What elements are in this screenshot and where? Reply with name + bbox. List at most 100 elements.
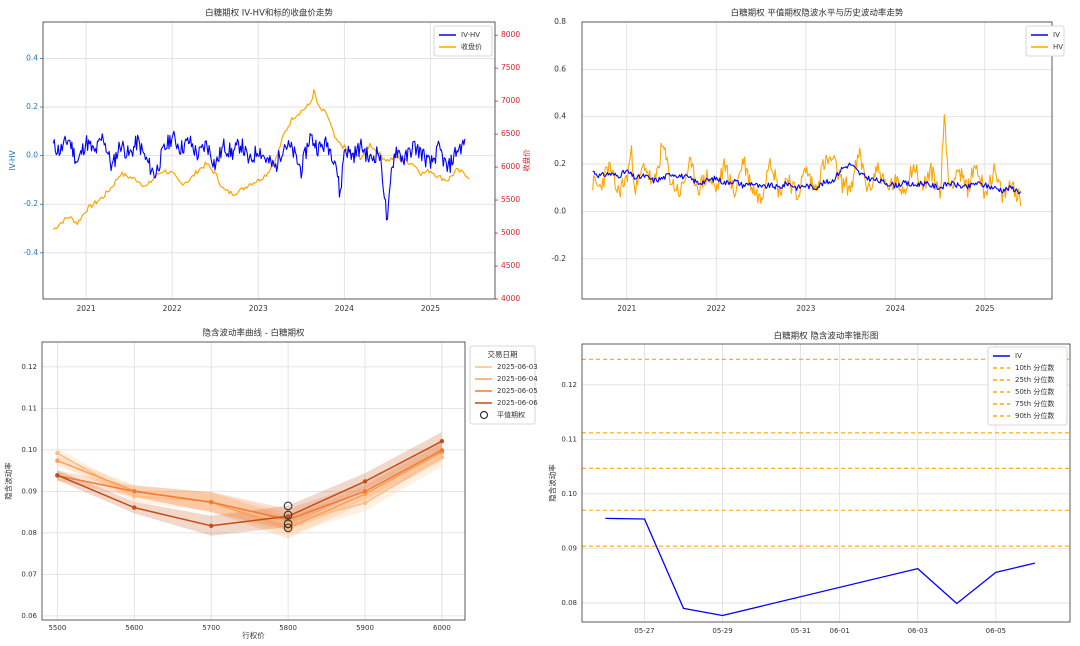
p1-y2tick-label: 5500 (501, 195, 520, 204)
p1-y2tick-label: 5000 (501, 228, 520, 237)
p3-point (55, 472, 60, 478)
p3-xtick-label: 5800 (279, 624, 297, 632)
p2-ytick-label: 0.8 (554, 17, 566, 26)
p2-frame (581, 21, 1053, 300)
p2-series-hv (592, 114, 1022, 206)
p3-series-2025-06-06 (57, 440, 443, 527)
p4-ylabel: 隐含波动率 (547, 464, 557, 502)
p3-point (362, 500, 368, 506)
p3-ytick-label: 0.07 (21, 570, 37, 578)
p4-xtick-label: 05-29 (712, 627, 732, 635)
p3-ytick-label: 0.08 (21, 529, 37, 537)
legend-label-p1-0: IV-HV (461, 31, 480, 39)
legend-label-p3-1: 2025-06-04 (497, 375, 538, 383)
p1-ylabel: IV-HV (8, 149, 17, 170)
p3-atm-marker (283, 510, 293, 520)
legend-label-p2-0: IV (1053, 31, 1060, 39)
legend-label-p3-3: 2025-06-06 (497, 399, 538, 407)
p4-xtick-label: 06-05 (986, 627, 1006, 635)
legend-marker-p3-atm (479, 410, 489, 420)
p3-atm-marker (283, 523, 293, 533)
legend-label-p4-pct-0: 10th 分位数 (1015, 363, 1054, 372)
legend-label-p1-1: 收盘价 (461, 42, 482, 51)
p3-point (362, 479, 368, 484)
p1-title: 白糖期权 IV-HV和标的收盘价走势 (205, 8, 333, 19)
p1-frame (42, 21, 496, 300)
p2-xtick-label: 2021 (617, 304, 636, 313)
p3-point (132, 489, 137, 494)
p1-series-close (52, 89, 470, 231)
p1-xtick-label: 2022 (163, 304, 182, 313)
p3-point (439, 438, 445, 444)
p1-series-ivhv (52, 130, 466, 221)
p4-xtick-label: 05-27 (634, 627, 654, 635)
p3-point (285, 514, 291, 519)
p4-ytick-label: 0.12 (561, 381, 577, 389)
p3-series-2025-06-05 (57, 449, 443, 521)
legend-label-p4-pct-1: 25th 分位数 (1015, 375, 1054, 384)
p4-frame (581, 343, 1071, 623)
p2-ytick-label: 0.4 (554, 112, 566, 121)
legend-label-p4-pct-2: 50th 分位数 (1015, 387, 1054, 396)
p3-atm-marker (283, 501, 293, 511)
legend-label-p3-0: 2025-06-03 (497, 363, 538, 371)
p2-ytick-label: 0.6 (554, 64, 566, 73)
p1-xtick-label: 2021 (77, 304, 96, 313)
p1-ytick-label: 0.2 (26, 102, 38, 111)
p2-xtick-label: 2025 (975, 304, 994, 313)
p3-atm-marker (283, 519, 293, 529)
p4-ytick-label: 0.09 (561, 544, 577, 552)
legend-label-p4-pct-3: 75th 分位数 (1015, 399, 1054, 408)
p3-point (132, 494, 137, 499)
p2-ytick-label: -0.2 (551, 254, 566, 263)
legend-label-p3-atm: 平值期权 (497, 410, 525, 419)
p2-series-iv (592, 162, 1022, 195)
p3-ytick-label: 0.06 (21, 612, 37, 620)
p3-legend-title: 交易日期 (488, 349, 518, 359)
legend-label-p4-pct-4: 90th 分位数 (1015, 411, 1054, 420)
legend-label-p4-iv: IV (1015, 352, 1022, 360)
p3-point (439, 455, 445, 460)
p2-legend-box (1025, 25, 1065, 57)
p1-y2tick-label: 7500 (501, 63, 520, 72)
p1-ytick-label: -0.4 (23, 248, 38, 257)
p3-legend-box (469, 345, 536, 425)
p3-band-2025-06-06 (57, 432, 442, 536)
p1-y2tick-label: 4500 (501, 261, 520, 270)
p1-legend-box (433, 25, 493, 57)
p1-ytick-label: 0.0 (26, 151, 38, 160)
p2-legend: IV HV (1025, 25, 1065, 57)
p1-y2label: 收盘价 (521, 149, 531, 172)
p3-band-2025-06-03 (57, 448, 442, 535)
p4-legend-box (987, 346, 1068, 426)
p4-xtick-label: 06-03 (908, 627, 928, 635)
p3-point (209, 523, 214, 529)
p3-point (55, 451, 60, 456)
p3-frame (41, 341, 466, 621)
p3-point (439, 448, 445, 453)
p2-ytick-label: 0.0 (554, 206, 566, 215)
p1-xtick-label: 2024 (335, 304, 354, 313)
p4-title: 白糖期权 隐含波动率锥形图 (774, 331, 879, 342)
p2-xtick-label: 2022 (707, 304, 726, 313)
p4-ytick-label: 0.11 (561, 435, 577, 443)
p4-series-iv (605, 517, 1036, 617)
p1-y2tick-label: 6500 (501, 129, 520, 138)
p3-xtick-label: 5600 (125, 624, 143, 632)
p1-ytick-label: -0.2 (23, 199, 38, 208)
p3-xtick-label: 5900 (356, 624, 374, 632)
p1-y2tick-label: 7000 (501, 96, 520, 105)
p4-legend: IV 10th 分位数 25th 分位数 50th 分位数 75th 分位数 90th 分… (987, 346, 1068, 426)
p3-point (362, 489, 368, 494)
p3-xtick-label: 6000 (433, 624, 451, 632)
p4-xtick-label: 05-31 (790, 627, 810, 635)
p3-xtick-label: 5500 (48, 624, 66, 632)
p3-ytick-label: 0.12 (21, 363, 37, 371)
p3-point (209, 499, 214, 505)
p2-xtick-label: 2023 (796, 304, 815, 313)
p3-point (55, 458, 60, 463)
p1-y2tick-label: 4000 (501, 294, 520, 303)
p3-point (132, 505, 137, 510)
p3-ylabel: 隐含波动率 (3, 462, 13, 500)
p1-y2tick-label: 8000 (501, 30, 520, 39)
